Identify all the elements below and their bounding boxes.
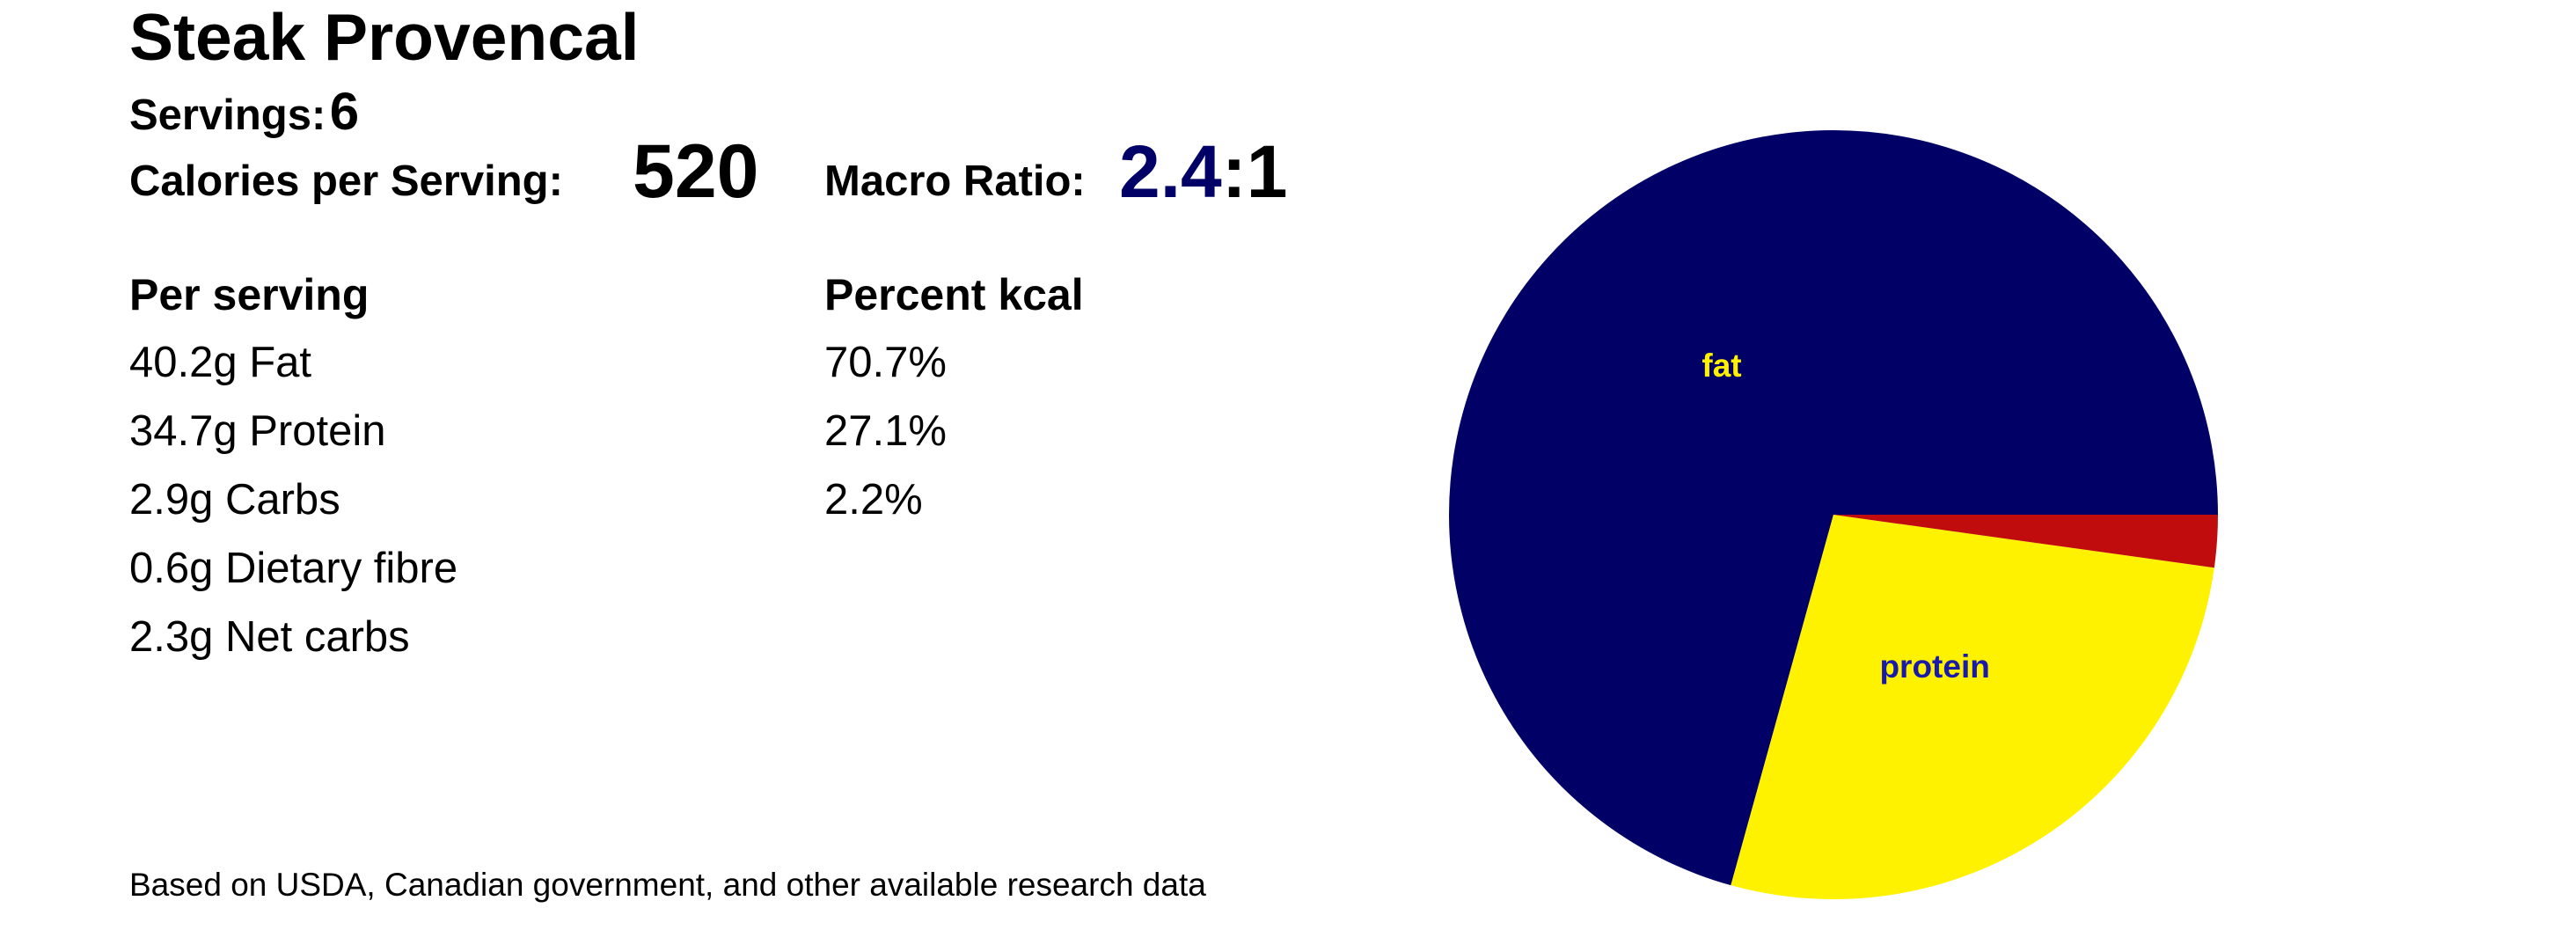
macro-ratio-line: 2.4:1 [1119, 130, 1287, 213]
recipe-title: Steak Provencal [129, 0, 640, 74]
calories-value: 520 [633, 129, 759, 214]
table-header: Percent kcal [824, 270, 1084, 319]
table-cell: 34.7g Protein [129, 407, 386, 455]
table-cell: 0.6g Dietary fibre [129, 545, 457, 592]
footer-note: Based on USDA, Canadian government, and … [129, 867, 1206, 903]
servings-value: 6 [330, 82, 359, 141]
slice-label: fat [1701, 348, 1741, 384]
pie-slice [1731, 515, 2214, 899]
table-header: Per serving [129, 270, 369, 319]
calories-label: Calories per Serving: [129, 157, 563, 205]
macro-label: Macro Ratio: [824, 157, 1086, 205]
table-cell: 2.3g Net carbs [129, 613, 410, 661]
table-cell: 40.2g Fat [129, 339, 311, 386]
table-cell: 2.9g Carbs [129, 476, 340, 524]
nutrition-table: Per serving Percent kcal 40.2g Fat 70.7% 34.… [129, 270, 1084, 661]
macro-suffix: :1 [1222, 130, 1288, 213]
slice-label: protein [1879, 648, 1989, 685]
pie-chart: fat protein [1449, 129, 2218, 899]
pie-slice [1449, 129, 2218, 886]
servings-line: Servings: 6 [129, 82, 359, 141]
table-cell: 2.2% [824, 476, 923, 524]
macro-ratio: 2.4 [1119, 130, 1222, 213]
pie-slice [1833, 515, 2218, 568]
table-cell: 27.1% [824, 407, 947, 455]
table-cell: 70.7% [824, 339, 947, 386]
servings-label: Servings: [129, 92, 326, 139]
